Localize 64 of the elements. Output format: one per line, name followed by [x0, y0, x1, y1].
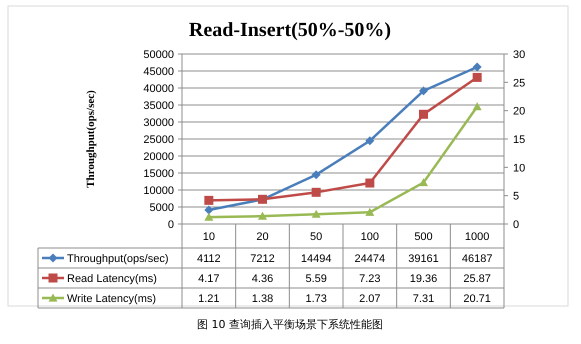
x-tick-label: 1000 [464, 231, 490, 243]
legend-label: Throughput(ops/sec) [67, 253, 168, 265]
y-tick-label: 5000 [150, 202, 174, 214]
y2-tick-label: 30 [513, 49, 526, 61]
point [365, 136, 374, 146]
y2-tick-label: 25 [513, 77, 526, 90]
data-label: 7212 [250, 253, 275, 265]
x-tick-label: 20 [256, 231, 269, 243]
y2-tick-label: 10 [513, 162, 526, 174]
point [365, 178, 374, 188]
data-label: 19.36 [410, 273, 438, 285]
legend-label: Write Latency(ms) [67, 293, 156, 305]
point [472, 102, 482, 110]
x-tick-label: 10 [202, 231, 215, 243]
point [312, 188, 321, 197]
point [312, 170, 321, 180]
data-label: 4.36 [252, 273, 274, 285]
y-tick-label: 50000 [143, 49, 174, 61]
x-tick-label: 100 [360, 231, 380, 243]
y-tick-label: 20000 [143, 151, 174, 163]
point [204, 196, 214, 205]
data-label: 46187 [462, 253, 492, 265]
chart-title: Read-Insert(50%-50%) [188, 19, 392, 41]
y2-tick-label: 15 [513, 134, 526, 146]
y-axis-title: Throughput(ops/sec) [85, 90, 97, 188]
x-tick-label: 50 [310, 231, 322, 243]
data-label: 1.73 [305, 293, 327, 305]
data-label: 4.17 [198, 273, 220, 285]
point [472, 72, 482, 82]
y2-tick-label: 20 [513, 106, 526, 118]
y-tick-label: 45000 [143, 66, 174, 78]
data-label: 7.31 [412, 293, 434, 305]
data-label: 39161 [408, 253, 439, 265]
point [312, 210, 321, 218]
data-label: 2.07 [359, 293, 381, 305]
data-label: 1.21 [198, 293, 220, 305]
x-tick-label: 500 [414, 231, 433, 243]
point [419, 110, 428, 119]
point [419, 178, 428, 186]
point [204, 212, 214, 221]
y-tick-label: 35000 [143, 100, 174, 112]
y-tick-label: 10000 [143, 185, 174, 197]
point [472, 62, 482, 72]
data-label: 25.87 [463, 273, 491, 285]
legend-label: Read Latency(ms) [67, 273, 157, 285]
y2-tick-label: 5 [513, 190, 520, 203]
data-label: 14494 [300, 253, 332, 265]
point [204, 206, 214, 215]
data-label: 7.23 [359, 273, 381, 285]
y-tick-label: 0 [168, 219, 174, 231]
y-tick-label: 15000 [143, 168, 174, 180]
point [258, 212, 267, 220]
caption: 图 10 查询插入平衡场景下系统性能图 [197, 318, 383, 331]
data-label: 20.71 [463, 293, 491, 305]
point [419, 86, 428, 96]
y-tick-label: 30000 [143, 117, 174, 129]
y2-tick-label: 0 [513, 219, 520, 231]
data-label: 4112 [197, 253, 221, 265]
data-label: 5.59 [305, 273, 327, 285]
y-tick-label: 40000 [143, 83, 174, 95]
data-label: 24474 [354, 253, 386, 265]
point [365, 208, 374, 216]
data-label: 1.38 [252, 293, 274, 305]
y-tick-label: 25000 [143, 134, 174, 146]
